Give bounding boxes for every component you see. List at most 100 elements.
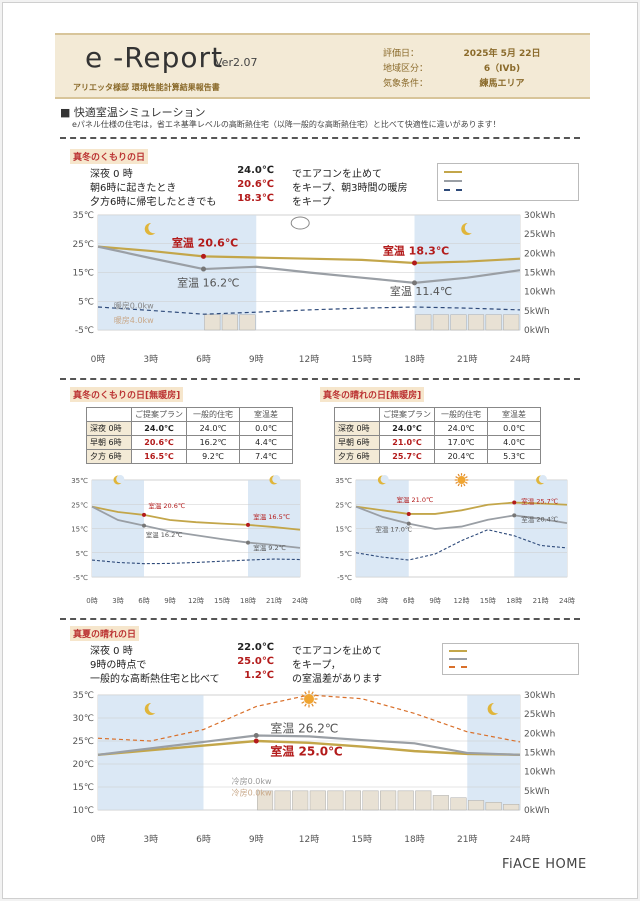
table-cell: 早朝 6時	[334, 435, 380, 450]
point-marker	[406, 511, 411, 516]
series-line-1	[355, 505, 568, 530]
point-marker	[406, 521, 411, 526]
divider	[60, 137, 580, 139]
moon-icon-shade	[380, 475, 389, 484]
y-tick-label: 30℃	[72, 714, 94, 724]
report-header: e -Report Ver2.07 アリエッタ様邸 環境性能計算結果報告書 評価…	[55, 33, 590, 99]
y2-tick-label: 0kWh	[524, 806, 550, 816]
x-tick-label: 15時	[352, 354, 372, 365]
annotation-label: 室温 16.5℃	[253, 512, 290, 521]
legend-line-gold	[449, 650, 467, 652]
annotation-label: 室温 16.2℃	[177, 275, 239, 289]
y-tick-label: 15℃	[71, 526, 88, 534]
wc-row-1-value: 24.0℃	[237, 165, 274, 176]
y-tick-label: 5℃	[340, 550, 352, 558]
moon-icon-shade	[464, 222, 476, 234]
series-line-0	[355, 501, 568, 515]
x-tick-label: 18時	[404, 354, 424, 365]
sun-icon-ray	[304, 703, 307, 707]
y2-tick-label: 20kWh	[524, 729, 555, 739]
energy-bar	[292, 790, 309, 811]
su-row-2-value: 25.0℃	[237, 656, 274, 667]
point-marker	[512, 513, 517, 518]
sun-icon-ray	[304, 691, 307, 695]
x-tick-label: 21時	[266, 597, 282, 605]
table-cell: 5.3℃	[487, 449, 541, 464]
table-winter-cloudy: ご提案プラン 一般的住宅 室温差 深夜 0時 24.0℃ 24.0℃ 0.0℃ 早朝 6時 20…	[86, 407, 293, 464]
y-tick-label: 25℃	[72, 737, 94, 747]
series-line-0	[97, 245, 521, 265]
annotation-label: 室温 9.2℃	[253, 543, 286, 552]
y-tick-label: 10℃	[72, 806, 94, 816]
sun-icon-ray	[463, 473, 466, 477]
table-cell: 24.0℃	[186, 421, 240, 436]
table-cell: 0.0℃	[239, 421, 293, 436]
x-tick-label: 15時	[352, 834, 372, 845]
series-line-1	[91, 505, 301, 549]
point-marker	[253, 738, 259, 744]
sun-icon-ray	[455, 476, 458, 479]
legend-line-dash	[444, 189, 462, 191]
section-title: ■ 快適室温シミュレーション	[60, 106, 206, 119]
sun-icon-ray	[457, 483, 460, 487]
table-cell: 17.0℃	[434, 435, 488, 450]
sun-icon-ray	[313, 701, 317, 704]
table-row: 夕方 6時 16.5℃ 9.2℃ 7.4℃	[86, 449, 293, 464]
series-line-2	[355, 529, 568, 561]
series-line-0	[91, 505, 301, 531]
legend-line-gray	[444, 180, 462, 182]
su-row-1-value: 22.0℃	[237, 642, 274, 653]
meta-label-date: 評価日：	[383, 49, 420, 59]
moon-icon-shade	[148, 702, 160, 714]
wc-row-3-text: 夕方6時に帰宅したときでも	[90, 197, 217, 208]
sun-icon-ray	[457, 473, 460, 477]
energy-bar	[309, 790, 326, 811]
winter-cloudy-noheat-label: 真冬のくもりの日[無暖房]	[70, 387, 184, 402]
table-row: 早朝 6時 21.0℃ 17.0℃ 4.0℃	[334, 435, 541, 450]
energy-bar	[327, 790, 344, 811]
chart4-legend	[442, 643, 579, 675]
x-tick-label: 3時	[377, 597, 388, 605]
sun-icon-ray	[465, 476, 468, 479]
annotation-label: 室温 17.0℃	[375, 524, 412, 533]
table-header-cell	[334, 407, 380, 422]
energy-bar	[468, 314, 485, 331]
table-cell: 16.2℃	[186, 435, 240, 450]
moon-icon-shade	[272, 475, 281, 484]
su-row-3-value: 1.2℃	[244, 670, 274, 681]
report-subtitle: アリエッタ様邸 環境性能計算結果報告書	[73, 83, 220, 92]
y-tick-label: 20℃	[72, 760, 94, 770]
annotation-label: 室温 20.4℃	[521, 515, 558, 524]
x-tick-label: 15時	[480, 597, 496, 605]
point-marker	[246, 540, 250, 545]
meta-value-weather: 練馬エリア	[479, 79, 525, 89]
y2-tick-label: 5kWh	[524, 787, 550, 797]
energy-bar	[274, 790, 291, 811]
chart-winter-cloudy-noheat: 35℃ 25℃ 15℃ 5℃ -5℃ 0時 3時 6時 9時 12時 15時 18時 21時 24時 室温 …	[71, 475, 308, 605]
legend-line-dash	[449, 666, 467, 668]
x-tick-label: 15時	[214, 597, 230, 605]
su-row-3-text: 一般的な高断熱住宅と比べて	[90, 674, 220, 685]
table-cell: 24.0℃	[379, 421, 435, 436]
y-tick-label: 35℃	[72, 211, 94, 221]
meta-labels: 評価日： 地域区分： 気象条件：	[383, 47, 428, 92]
energy-bar	[415, 790, 432, 811]
table-cell: 9.2℃	[186, 449, 240, 464]
point-marker	[201, 266, 206, 272]
meta-value-date: 2025年 5月 22日	[463, 49, 541, 59]
energy-bar	[450, 797, 467, 811]
table-header-cell: ご提案プラン	[131, 407, 187, 422]
y2-tick-label: 10kWh	[524, 768, 555, 778]
y-tick-label: 35℃	[72, 691, 94, 701]
x-tick-label: 6時	[196, 834, 211, 845]
point-marker	[512, 500, 517, 505]
table-cell: 早朝 6時	[86, 435, 132, 450]
winter-sunny-noheat-label: 真冬の晴れの日[無暖房]	[320, 387, 425, 402]
wc-row-1-note: でエアコンを止めて	[292, 169, 382, 180]
table-cell: 24.0℃	[131, 421, 187, 436]
table-cell: 20.4℃	[434, 449, 488, 464]
meta-label-region: 地域区分：	[383, 64, 429, 74]
winter-cloudy-label: 真冬のくもりの日	[70, 149, 149, 164]
table-cell: 24.0℃	[434, 421, 488, 436]
table-header-cell	[86, 407, 132, 422]
